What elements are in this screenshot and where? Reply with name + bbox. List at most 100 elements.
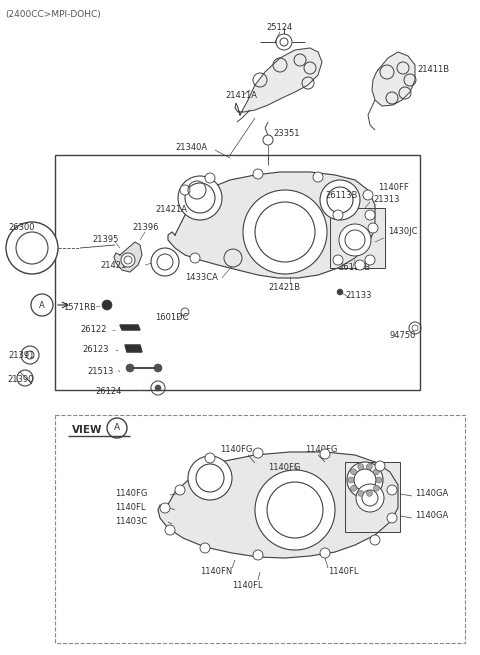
Circle shape [387, 485, 397, 495]
Circle shape [356, 484, 384, 512]
Text: A: A [114, 424, 120, 432]
Circle shape [320, 449, 330, 459]
Polygon shape [114, 242, 142, 272]
Bar [55, 415, 465, 643]
Polygon shape [120, 325, 140, 330]
Text: 21411B: 21411B [417, 66, 449, 75]
Text: 26300: 26300 [8, 223, 35, 233]
Text: 21395: 21395 [92, 236, 119, 244]
Text: 21421B: 21421B [268, 284, 300, 293]
Circle shape [339, 224, 371, 256]
Text: 26122: 26122 [80, 326, 107, 335]
Circle shape [253, 448, 263, 458]
Polygon shape [372, 52, 415, 106]
Circle shape [333, 255, 343, 265]
Circle shape [355, 260, 365, 270]
Text: A: A [39, 301, 45, 310]
Text: 21133: 21133 [345, 291, 372, 299]
Circle shape [348, 477, 354, 483]
Text: 26112B: 26112B [338, 263, 370, 272]
Text: 21513: 21513 [87, 367, 113, 377]
Polygon shape [158, 452, 398, 558]
Text: 21313: 21313 [373, 195, 399, 204]
Circle shape [154, 364, 162, 372]
Text: 21396: 21396 [132, 223, 158, 233]
Circle shape [205, 453, 215, 463]
Text: 25124: 25124 [266, 24, 292, 33]
Bar [330, 208, 385, 268]
Text: 1601DC: 1601DC [155, 314, 189, 322]
Text: 26123: 26123 [82, 345, 108, 354]
Text: 21421: 21421 [100, 261, 126, 269]
Circle shape [333, 210, 343, 220]
Text: 1140FL: 1140FL [232, 580, 263, 590]
Circle shape [351, 485, 357, 491]
Polygon shape [235, 48, 322, 115]
Circle shape [370, 535, 380, 545]
Circle shape [102, 300, 112, 310]
Circle shape [155, 385, 161, 391]
Text: VIEW: VIEW [72, 425, 103, 435]
Text: 1140FL: 1140FL [328, 567, 359, 576]
Circle shape [180, 185, 190, 195]
Text: 1140GA: 1140GA [415, 510, 448, 519]
Circle shape [160, 503, 170, 513]
Circle shape [205, 173, 215, 183]
Text: 1140FL: 1140FL [115, 504, 145, 512]
Text: 1140GA: 1140GA [415, 489, 448, 498]
Text: 1433CA: 1433CA [185, 274, 218, 282]
Circle shape [373, 485, 379, 491]
Circle shape [175, 485, 185, 495]
Text: 26113B: 26113B [325, 191, 358, 200]
Text: 94750: 94750 [390, 331, 416, 339]
Text: 1140FN: 1140FN [200, 567, 232, 576]
Circle shape [365, 210, 375, 220]
Text: 21421A: 21421A [155, 206, 187, 214]
Circle shape [387, 513, 397, 523]
Text: 11403C: 11403C [115, 517, 147, 527]
Circle shape [6, 222, 58, 274]
Text: 1140FG: 1140FG [220, 445, 252, 455]
Circle shape [363, 190, 373, 200]
Bar [55, 155, 420, 390]
Circle shape [376, 477, 382, 483]
Circle shape [313, 172, 323, 182]
Circle shape [255, 470, 335, 550]
Circle shape [375, 461, 385, 471]
Circle shape [188, 456, 232, 500]
Circle shape [365, 255, 375, 265]
Circle shape [320, 548, 330, 558]
Circle shape [347, 462, 383, 498]
Text: 1140FG: 1140FG [115, 489, 147, 498]
Polygon shape [168, 172, 375, 278]
Text: 21391: 21391 [8, 350, 35, 360]
Bar [345, 462, 400, 532]
Circle shape [358, 491, 364, 496]
Text: 1140FG: 1140FG [305, 445, 337, 455]
Text: 21411A: 21411A [225, 90, 257, 100]
Circle shape [190, 253, 200, 263]
Text: 1430JC: 1430JC [388, 227, 418, 236]
Circle shape [121, 253, 135, 267]
Text: 23351: 23351 [273, 128, 300, 138]
Polygon shape [125, 345, 142, 352]
Circle shape [366, 491, 372, 496]
Circle shape [320, 180, 360, 220]
Text: 1571RB: 1571RB [63, 303, 96, 312]
Circle shape [253, 169, 263, 179]
Circle shape [243, 190, 327, 274]
Circle shape [126, 364, 134, 372]
Circle shape [368, 223, 378, 233]
Text: 21390: 21390 [7, 375, 34, 384]
Text: 1140FG: 1140FG [268, 462, 300, 472]
Circle shape [200, 543, 210, 553]
Circle shape [337, 289, 343, 295]
Text: 26124: 26124 [95, 386, 121, 396]
Text: 1140FF: 1140FF [378, 183, 409, 193]
Circle shape [366, 464, 372, 470]
Text: (2400CC>MPI-DOHC): (2400CC>MPI-DOHC) [5, 10, 101, 18]
Text: 21340A: 21340A [175, 143, 207, 153]
Circle shape [373, 469, 379, 475]
Circle shape [358, 464, 364, 470]
Circle shape [165, 525, 175, 535]
